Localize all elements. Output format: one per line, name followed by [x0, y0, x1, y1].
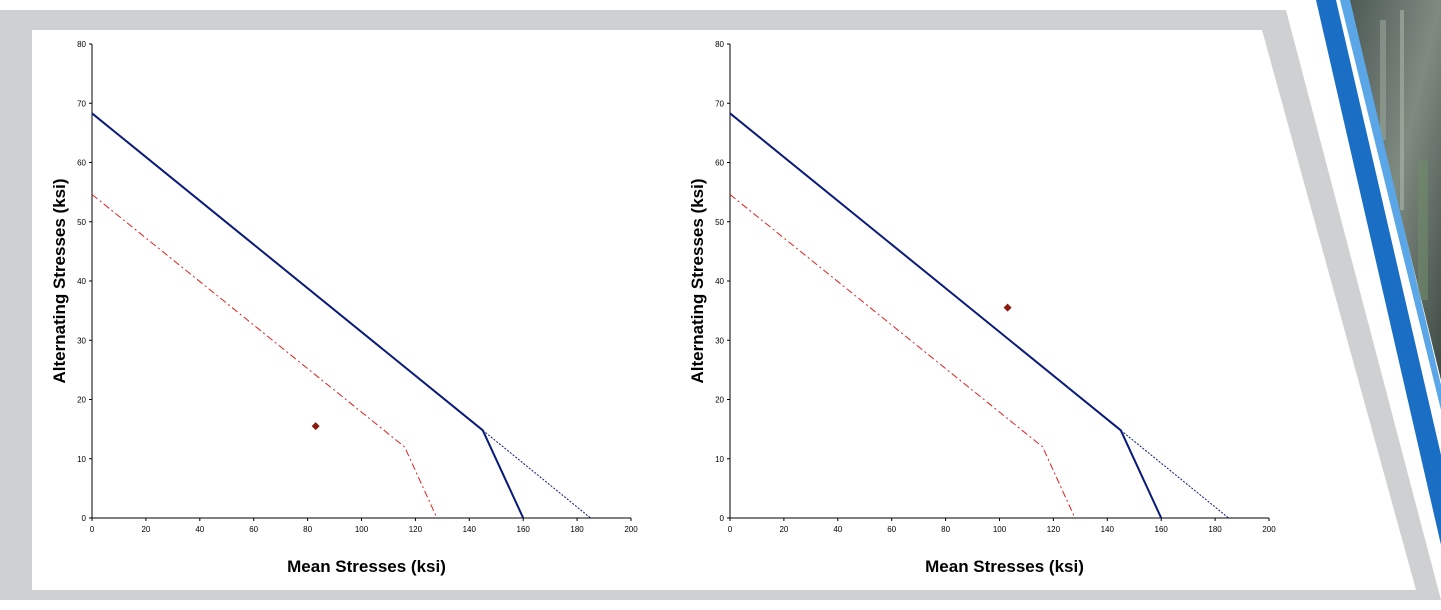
- x-tick-label: 20: [779, 525, 788, 534]
- x-tick-label: 100: [993, 525, 1007, 534]
- x-tick-label: 0: [728, 525, 733, 534]
- y-tick-label: 30: [715, 336, 724, 345]
- data-point: [311, 422, 320, 431]
- x-tick-label: 140: [463, 525, 477, 534]
- y-tick-label: 0: [720, 514, 725, 523]
- y-tick-label: 50: [715, 218, 724, 227]
- x-tick-label: 120: [1047, 525, 1061, 534]
- y-tick-label: 20: [77, 396, 86, 405]
- y-tick-label: 40: [77, 277, 86, 286]
- chart-2: 0 10 20 30 40 50 60 70 80 0 20 40 60 80 100 120 140 160 18…: [688, 40, 1276, 576]
- x-tick-label: 60: [887, 525, 896, 534]
- x-tick-label: 140: [1101, 525, 1115, 534]
- y-tick-label: 40: [715, 277, 724, 286]
- x-tick-label: 200: [624, 525, 638, 534]
- y-tick-label: 10: [715, 455, 724, 464]
- data-point: [1003, 303, 1012, 312]
- x-axis-label: Mean Stresses (ksi): [925, 557, 1084, 576]
- y-tick-label: 80: [77, 40, 86, 49]
- extension-line: [482, 429, 591, 519]
- y-tick-label: 0: [82, 514, 87, 523]
- corner-photo-decoration: [1316, 0, 1441, 545]
- chart-1: 0 10 20 30 40 50 60 70 80 0 20 40 60 80 100 120 140 160 18…: [50, 40, 638, 576]
- y-tick-label: 50: [77, 218, 86, 227]
- safety-line: [729, 194, 1076, 519]
- x-tick-label: 80: [941, 525, 950, 534]
- x-tick-label: 40: [833, 525, 842, 534]
- x-tick-label: 180: [570, 525, 584, 534]
- x-tick-label: 160: [517, 525, 531, 534]
- y-tick-label: 80: [715, 40, 724, 49]
- y-tick-label: 10: [77, 455, 86, 464]
- y-axis-label: Alternating Stresses (ksi): [688, 178, 707, 383]
- x-axis-label: Mean Stresses (ksi): [287, 557, 446, 576]
- y-tick-label: 30: [77, 336, 86, 345]
- x-tick-label: 40: [195, 525, 204, 534]
- x-tick-label: 60: [249, 525, 258, 534]
- x-tick-label: 180: [1208, 525, 1222, 534]
- x-tick-label: 0: [90, 525, 95, 534]
- extension-line: [1120, 429, 1229, 519]
- x-tick-label: 160: [1155, 525, 1169, 534]
- x-tick-label: 200: [1262, 525, 1276, 534]
- y-tick-label: 70: [77, 99, 86, 108]
- y-tick-label: 20: [715, 396, 724, 405]
- safety-line: [91, 194, 438, 519]
- chart-panel: [32, 30, 1416, 590]
- y-tick-label: 60: [77, 159, 86, 168]
- x-tick-label: 100: [355, 525, 369, 534]
- y-tick-label: 60: [715, 159, 724, 168]
- x-tick-label: 20: [141, 525, 150, 534]
- y-axis-label: Alternating Stresses (ksi): [50, 178, 69, 383]
- y-tick-label: 70: [715, 99, 724, 108]
- x-tick-label: 120: [409, 525, 423, 534]
- x-tick-label: 80: [303, 525, 312, 534]
